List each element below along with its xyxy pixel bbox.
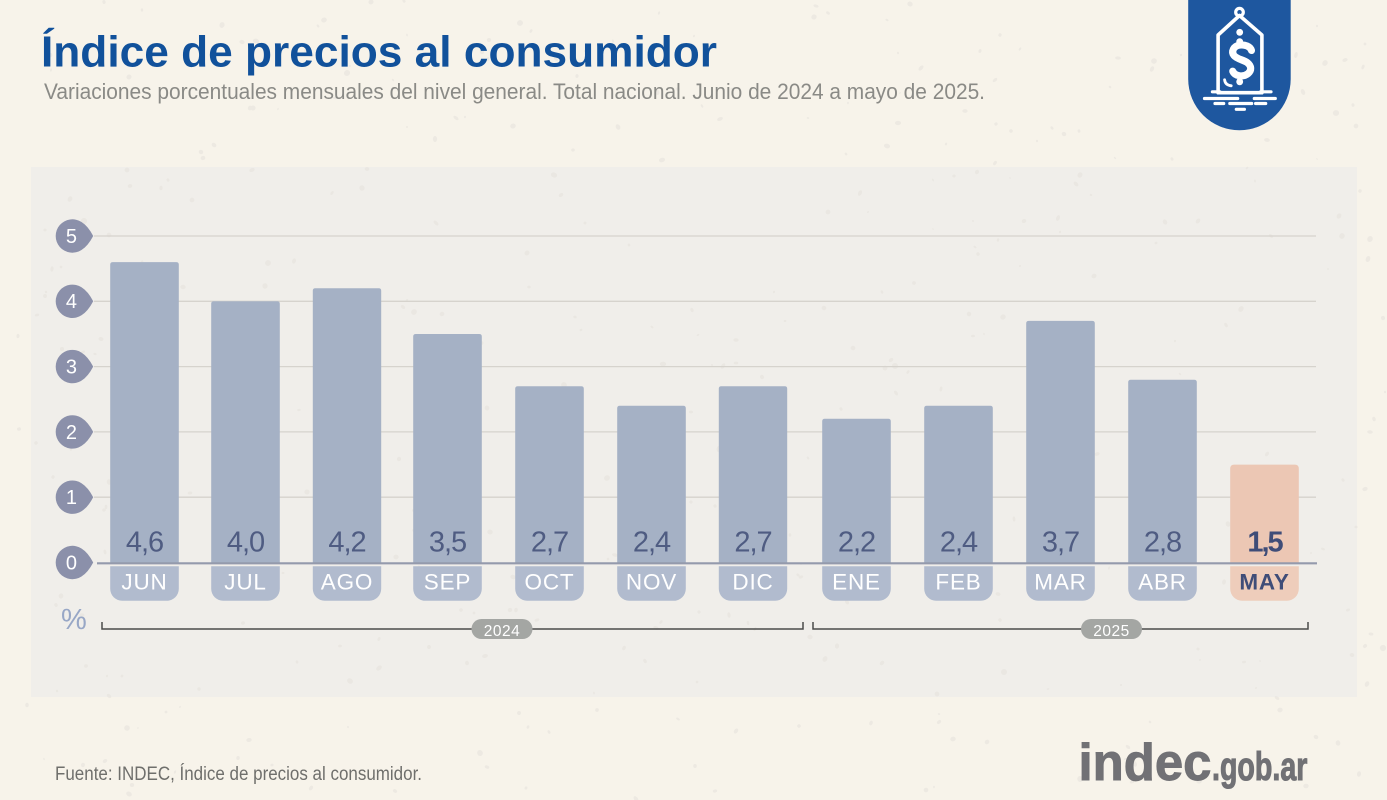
svg-text:4,0: 4,0: [227, 527, 264, 559]
svg-text:2025: 2025: [1093, 623, 1129, 640]
svg-text:1,5: 1,5: [1247, 527, 1283, 559]
svg-text:JUN: JUN: [121, 570, 167, 595]
svg-text:2,8: 2,8: [1144, 527, 1181, 559]
svg-text:DIC: DIC: [732, 570, 773, 595]
svg-text:3,5: 3,5: [429, 527, 466, 559]
svg-text:4,6: 4,6: [126, 527, 163, 559]
svg-text:3,7: 3,7: [1042, 527, 1079, 559]
svg-text:2024: 2024: [484, 623, 520, 640]
svg-text:NOV: NOV: [626, 570, 677, 595]
svg-text:OCT: OCT: [525, 570, 575, 595]
svg-text:ENE: ENE: [832, 570, 881, 595]
svg-text:4,2: 4,2: [328, 527, 365, 559]
svg-text:5: 5: [66, 226, 77, 248]
svg-text:SEP: SEP: [424, 570, 471, 595]
svg-text:2: 2: [66, 422, 77, 444]
svg-text:2,4: 2,4: [633, 527, 671, 559]
svg-text:2,2: 2,2: [838, 527, 875, 559]
svg-text:1: 1: [66, 487, 77, 509]
svg-text:3: 3: [66, 357, 77, 379]
svg-text:0: 0: [66, 552, 77, 574]
svg-text:MAY: MAY: [1239, 570, 1289, 595]
svg-text:2,4: 2,4: [940, 527, 978, 559]
svg-text:Índice de precios al consumido: Índice de precios al consumidor: [41, 27, 717, 77]
svg-text:.gob.ar: .gob.ar: [1212, 745, 1307, 789]
svg-text:%: %: [61, 604, 87, 636]
svg-text:4: 4: [66, 291, 77, 313]
svg-text:2,7: 2,7: [531, 527, 568, 559]
svg-text:FEB: FEB: [935, 570, 981, 595]
svg-text:JUL: JUL: [224, 570, 266, 595]
svg-text:Fuente: INDEC, Índice de preci: Fuente: INDEC, Índice de precios al cons…: [55, 764, 422, 785]
svg-text:indec: indec: [1079, 733, 1212, 791]
svg-text:AGO: AGO: [321, 570, 373, 595]
svg-text:ABR: ABR: [1138, 570, 1187, 595]
svg-text:2,7: 2,7: [734, 527, 771, 559]
svg-text:Variaciones porcentuales mensu: Variaciones porcentuales mensuales del n…: [44, 79, 985, 104]
svg-text:MAR: MAR: [1034, 570, 1086, 595]
